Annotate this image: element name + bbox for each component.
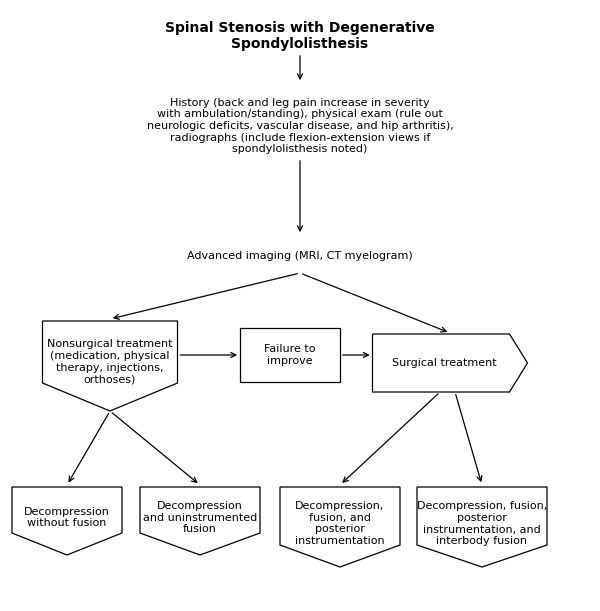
Text: Nonsurgical treatment
(medication, physical
therapy, injections,
orthoses): Nonsurgical treatment (medication, physi… bbox=[47, 339, 173, 384]
Bar bbox=[240, 328, 340, 382]
Text: Failure to
improve: Failure to improve bbox=[264, 344, 316, 366]
Text: Surgical treatment: Surgical treatment bbox=[392, 358, 497, 368]
Text: Advanced imaging (MRI, CT myelogram): Advanced imaging (MRI, CT myelogram) bbox=[187, 251, 413, 261]
Text: Decompression,
fusion, and
posterior
instrumentation: Decompression, fusion, and posterior ins… bbox=[295, 501, 385, 546]
Text: Decompression
and uninstrumented
fusion: Decompression and uninstrumented fusion bbox=[143, 501, 257, 534]
Text: Decompression
without fusion: Decompression without fusion bbox=[24, 507, 110, 529]
Text: Decompression, fusion,
posterior
instrumentation, and
interbody fusion: Decompression, fusion, posterior instrum… bbox=[417, 501, 547, 546]
Text: History (back and leg pain increase in severity
with ambulation/standing), physi: History (back and leg pain increase in s… bbox=[146, 98, 454, 154]
Text: Spinal Stenosis with Degenerative
Spondylolisthesis: Spinal Stenosis with Degenerative Spondy… bbox=[165, 21, 435, 51]
